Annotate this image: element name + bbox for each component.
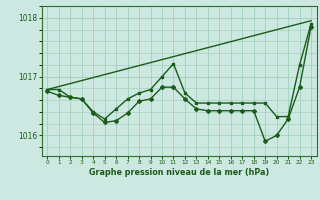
X-axis label: Graphe pression niveau de la mer (hPa): Graphe pression niveau de la mer (hPa) (89, 168, 269, 177)
